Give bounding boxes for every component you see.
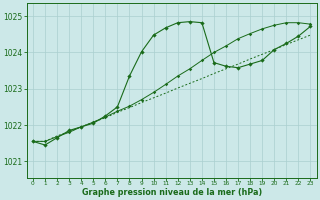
X-axis label: Graphe pression niveau de la mer (hPa): Graphe pression niveau de la mer (hPa) [82,188,262,197]
